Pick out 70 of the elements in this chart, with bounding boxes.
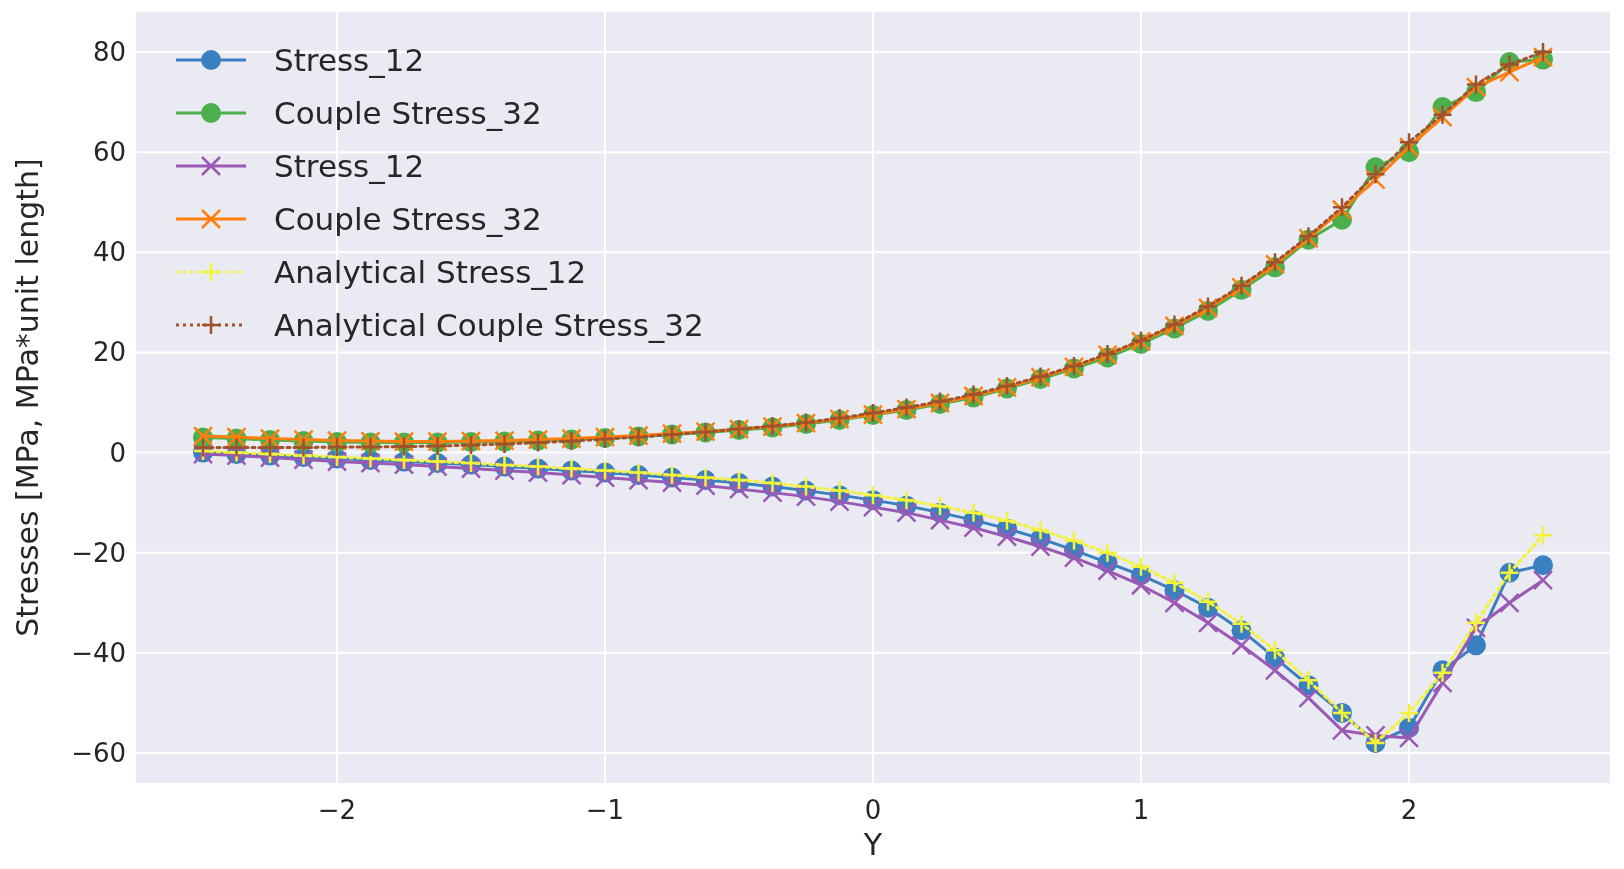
point <box>1130 574 1152 596</box>
point <box>862 484 884 506</box>
point <box>1499 592 1520 614</box>
point <box>1164 572 1185 593</box>
point <box>1197 612 1219 634</box>
point <box>963 517 984 538</box>
point <box>996 510 1018 531</box>
point <box>1465 612 1487 634</box>
point <box>1432 672 1453 694</box>
x-tick-label: −1 <box>585 795 625 825</box>
point <box>226 437 247 458</box>
point <box>896 489 917 511</box>
point <box>929 509 951 531</box>
y-tick-label: −60 <box>71 737 126 768</box>
legend-label: Couple Stress_32 <box>274 95 542 131</box>
legend-label: Stress_12 <box>274 148 425 184</box>
point <box>1365 163 1386 185</box>
x-tick-label: 2 <box>1400 795 1418 825</box>
point <box>1264 640 1286 661</box>
point <box>326 436 348 458</box>
point <box>1331 720 1353 741</box>
y-axis-title: Stresses [MPa, MPa*unit length] <box>10 158 45 637</box>
y-tick-label: 80 <box>92 37 126 68</box>
y-tick-label: 20 <box>92 337 126 368</box>
point <box>896 502 917 523</box>
y-tick-label: 60 <box>92 137 126 168</box>
x-axis-title: Y <box>862 827 883 862</box>
point <box>1532 524 1554 546</box>
point <box>795 486 817 507</box>
point <box>1398 702 1420 724</box>
point <box>1532 41 1554 63</box>
point <box>1164 592 1185 614</box>
x-tick-label: −2 <box>317 795 357 825</box>
legend-label: Analytical Couple Stress_32 <box>274 307 704 343</box>
point <box>1298 687 1319 709</box>
point <box>1097 560 1118 581</box>
x-tick-label: 0 <box>864 795 882 825</box>
point <box>1197 591 1219 613</box>
point <box>996 526 1018 547</box>
point <box>1231 613 1252 635</box>
point <box>862 496 884 518</box>
point <box>1398 131 1420 153</box>
point <box>762 482 783 503</box>
point <box>1533 555 1553 576</box>
legend-label: Stress_12 <box>274 42 425 78</box>
point <box>1466 635 1486 656</box>
point <box>829 480 850 501</box>
point <box>259 437 281 458</box>
point <box>929 495 951 517</box>
y-tick-label: −20 <box>71 537 126 568</box>
point <box>1130 556 1152 577</box>
point <box>1063 530 1085 551</box>
point <box>963 502 984 523</box>
point <box>1063 547 1085 568</box>
y-tick-label: −40 <box>71 637 126 668</box>
legend-label: Analytical Stress_12 <box>274 254 587 290</box>
point <box>1264 660 1286 681</box>
y-tick-label: 40 <box>92 237 126 268</box>
point <box>1030 536 1051 557</box>
point <box>1532 569 1554 591</box>
point <box>1398 727 1420 749</box>
point <box>1298 670 1319 691</box>
point <box>829 491 850 512</box>
point <box>1030 519 1051 541</box>
point <box>360 436 381 458</box>
legend-label: Couple Stress_32 <box>274 201 542 237</box>
point <box>1097 542 1118 563</box>
x-tick-label: 1 <box>1132 795 1150 825</box>
y-tick-label: 0 <box>109 437 126 468</box>
point <box>1231 635 1252 656</box>
